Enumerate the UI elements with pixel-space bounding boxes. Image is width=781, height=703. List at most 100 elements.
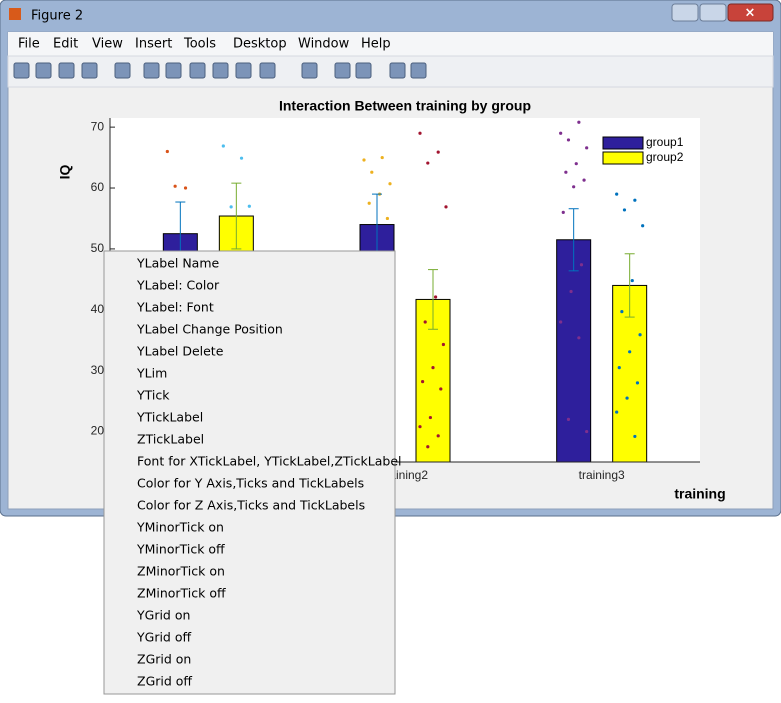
data-point bbox=[625, 396, 629, 400]
data-point bbox=[569, 289, 573, 294]
data-point bbox=[436, 150, 440, 154]
data-point bbox=[561, 210, 565, 214]
data-point bbox=[635, 381, 640, 385]
data-point bbox=[221, 144, 225, 148]
data-point bbox=[434, 295, 438, 299]
data-point bbox=[620, 310, 624, 314]
toolbar-button[interactable] bbox=[301, 62, 318, 79]
menu-item[interactable]: Desktop bbox=[233, 37, 287, 52]
menu-item[interactable]: Window bbox=[298, 37, 350, 52]
data-point bbox=[628, 350, 632, 354]
context-menu-item[interactable]: YGrid on bbox=[136, 608, 190, 623]
data-point bbox=[577, 120, 581, 124]
menu-item[interactable]: View bbox=[92, 37, 123, 52]
legend-label: group1 bbox=[646, 135, 684, 149]
context-menu-item[interactable]: Font for XTickLabel, YTickLabel,ZTickLab… bbox=[137, 454, 401, 469]
toolbar-button[interactable] bbox=[410, 62, 427, 79]
context-menu-item[interactable]: YLabel Delete bbox=[136, 344, 224, 359]
data-point bbox=[439, 387, 443, 391]
close-button[interactable] bbox=[727, 3, 774, 22]
context-menu-box bbox=[103, 250, 396, 695]
toolbar-button[interactable] bbox=[81, 62, 98, 79]
context-menu-item[interactable]: YGrid off bbox=[136, 630, 191, 645]
menu-item[interactable]: Tools bbox=[183, 37, 216, 52]
data-point bbox=[638, 333, 642, 337]
menu-item[interactable]: Insert bbox=[135, 37, 172, 52]
context-menu-item[interactable]: ZMinorTick off bbox=[137, 586, 226, 601]
x-axis-label: training bbox=[674, 486, 725, 502]
context-menu-item[interactable]: ZTickLabel bbox=[137, 432, 204, 447]
data-point bbox=[579, 263, 584, 267]
minimize-button[interactable] bbox=[671, 3, 699, 22]
data-point bbox=[630, 278, 634, 283]
data-point bbox=[617, 366, 621, 370]
data-point bbox=[436, 434, 440, 438]
data-point bbox=[633, 198, 637, 202]
data-point bbox=[426, 445, 430, 449]
context-menu-item[interactable]: ZMinorTick on bbox=[137, 564, 225, 579]
toolbar-button[interactable] bbox=[334, 62, 351, 79]
y-tick-label: 70 bbox=[91, 119, 105, 133]
data-point bbox=[615, 410, 619, 414]
data-point bbox=[566, 138, 571, 142]
toolbar-button[interactable] bbox=[58, 62, 75, 79]
y-tick-label: 50 bbox=[91, 241, 105, 255]
toolbar-button[interactable] bbox=[235, 62, 252, 79]
data-point bbox=[421, 380, 425, 384]
data-point bbox=[566, 417, 571, 421]
data-point bbox=[367, 201, 371, 205]
context-menu-item[interactable]: YMinorTick off bbox=[136, 542, 225, 557]
menu-bar bbox=[8, 32, 773, 56]
toolbar-button[interactable] bbox=[143, 62, 160, 79]
menu-item[interactable]: File bbox=[18, 37, 40, 52]
toolbar-button[interactable] bbox=[165, 62, 182, 79]
data-point bbox=[247, 204, 251, 208]
maximize-button[interactable] bbox=[699, 3, 727, 22]
context-menu-item[interactable]: YTick bbox=[136, 388, 170, 403]
y-tick-label: 30 bbox=[91, 363, 105, 377]
data-point bbox=[388, 182, 392, 186]
legend-label: group2 bbox=[646, 150, 684, 164]
toolbar-button[interactable] bbox=[389, 62, 406, 79]
data-point bbox=[574, 162, 578, 166]
toolbar-button[interactable] bbox=[189, 62, 206, 79]
data-point bbox=[559, 131, 563, 135]
context-menu-item[interactable]: ZGrid off bbox=[137, 674, 192, 689]
data-point bbox=[426, 161, 430, 165]
toolbar-button[interactable] bbox=[13, 62, 30, 79]
menu-item[interactable]: Edit bbox=[53, 37, 78, 52]
menu-item[interactable]: Help bbox=[361, 37, 391, 52]
data-point bbox=[585, 429, 589, 434]
context-menu-item[interactable]: Color for Z Axis,Ticks and TickLabels bbox=[137, 498, 365, 513]
context-menu-item[interactable]: YLabel: Color bbox=[136, 278, 220, 293]
toolbar-button[interactable] bbox=[212, 62, 229, 79]
data-point bbox=[380, 155, 384, 160]
context-menu-item[interactable]: YLabel Name bbox=[136, 256, 220, 271]
y-axis-label: IQ bbox=[57, 165, 73, 180]
toolbar-button[interactable] bbox=[114, 62, 131, 79]
window-title: Figure 2 bbox=[31, 9, 83, 24]
context-menu-item[interactable]: YLabel Change Position bbox=[136, 322, 283, 337]
data-point bbox=[572, 185, 576, 189]
data-point bbox=[428, 415, 432, 420]
toolbar-button[interactable] bbox=[355, 62, 372, 79]
context-menu-item[interactable]: ZGrid on bbox=[137, 652, 191, 667]
context-menu-item[interactable]: Color for Y Axis,Ticks and TickLabels bbox=[137, 476, 364, 491]
data-point bbox=[615, 192, 619, 196]
bar bbox=[612, 284, 648, 463]
context-menu-item[interactable]: YMinorTick on bbox=[136, 520, 224, 535]
data-point bbox=[441, 342, 445, 347]
data-point bbox=[418, 425, 422, 429]
data-point bbox=[641, 224, 645, 228]
data-point bbox=[582, 178, 586, 182]
data-point bbox=[165, 149, 169, 154]
context-menu-item[interactable]: YTickLabel bbox=[136, 410, 203, 425]
bar bbox=[556, 239, 592, 463]
y-tick-label: 20 bbox=[91, 424, 105, 438]
toolbar-button[interactable] bbox=[259, 62, 276, 79]
context-menu-item[interactable]: YLim bbox=[136, 366, 167, 381]
toolbar-button[interactable] bbox=[35, 62, 52, 79]
context-menu-item[interactable]: YLabel: Font bbox=[136, 300, 214, 315]
